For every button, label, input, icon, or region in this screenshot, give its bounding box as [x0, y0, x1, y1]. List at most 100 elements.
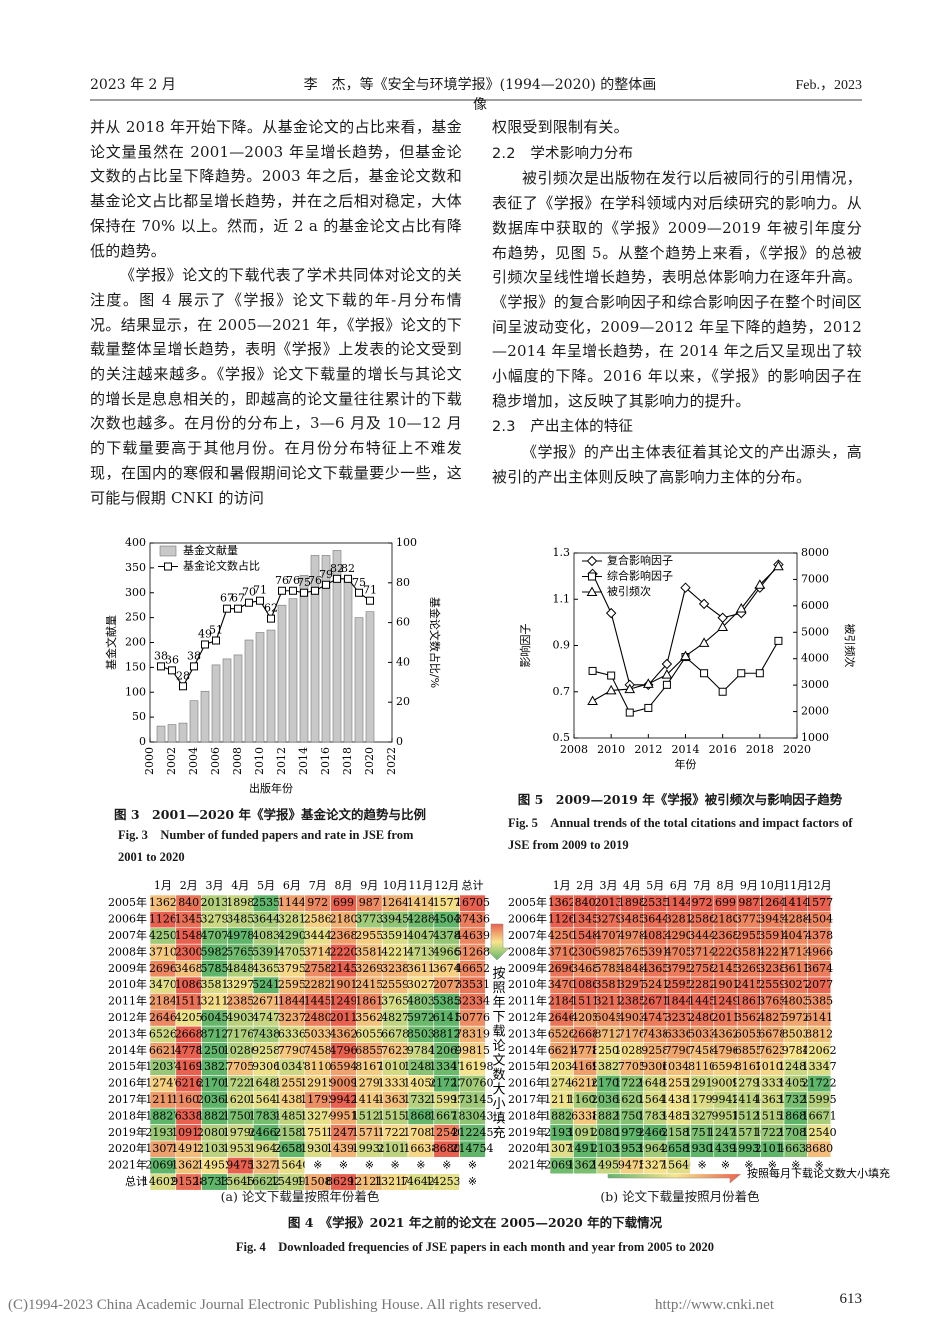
cell-value: 4288 [782, 913, 810, 926]
cell-value: 4378 [805, 929, 833, 942]
cell-value: 21582 [274, 1126, 309, 1139]
row-header: 2015年 [108, 1059, 147, 1073]
data-label: 76 [286, 574, 300, 587]
cell-value: 7705 [226, 1060, 254, 1073]
row-header: 2009年 [108, 961, 147, 975]
cell-value: 4221 [758, 945, 786, 958]
cell-value: 9475 [226, 1159, 254, 1172]
cell-value: 91528 [171, 1175, 206, 1188]
marker [642, 678, 654, 688]
row-header: 2019年 [508, 1125, 547, 1139]
marker [773, 560, 784, 571]
cell-value: 12796 [352, 1077, 387, 1090]
cell-value: 9951 [712, 1109, 740, 1122]
cell-value: 9009 [330, 1077, 358, 1090]
cell-value: 4966 [433, 945, 461, 958]
cell-value: 17322 [778, 1093, 813, 1106]
cell-value: 3710 [548, 945, 576, 958]
cell-value: 10105 [755, 1060, 790, 1073]
cell-value: 15995 [802, 1093, 837, 1106]
cell-value: 3281 [278, 913, 306, 926]
cell-value: 2077 [433, 978, 461, 991]
cell-value: 3444 [688, 929, 716, 942]
cell-value: 24664 [249, 1126, 284, 1139]
cell-value: 5391 [641, 945, 669, 958]
y-tick-label: 200 [125, 636, 146, 649]
cell-value: 13275 [638, 1159, 673, 1172]
cell-value: 12915 [685, 1077, 720, 1090]
column-header: 12月 [807, 879, 832, 892]
cell-value: 1445 [688, 995, 716, 1008]
column-header: 10月 [383, 879, 408, 892]
cell-value: 2671 [252, 995, 280, 1008]
y2-tick-label: 8000 [801, 546, 829, 559]
cell-value: 12747 [544, 1077, 579, 1090]
cell-value: ※ [468, 1175, 477, 1188]
cell-value: 21034 [197, 1142, 232, 1155]
cell-value: 6526 [149, 1027, 177, 1040]
cell-value: 15152 [378, 1109, 413, 1122]
bar [321, 555, 331, 743]
cell-value: 3468 [571, 962, 599, 975]
cell-value: 21582 [661, 1126, 696, 1139]
legend-label: 复合影响因子 [607, 553, 673, 567]
cell-value: 13347 [429, 1060, 464, 1073]
cell-value: 6594 [330, 1060, 358, 1073]
cell-value: 2955 [355, 929, 383, 942]
x-tick-label: 2010 [597, 743, 625, 756]
cell-value: 86292 [326, 1175, 361, 1188]
cell-value: 4978 [226, 929, 254, 942]
marker [588, 666, 597, 675]
cell-value: 116198 [452, 1060, 494, 1073]
y-tick-label: 300 [125, 586, 146, 599]
cell-value: 2145 [712, 962, 740, 975]
cell-value: 19938 [352, 1142, 387, 1155]
cell-value: 13633 [755, 1093, 790, 1106]
cell-value: 12471 [326, 1126, 361, 1139]
cell-value: 840 [178, 896, 199, 909]
bar [354, 617, 364, 743]
cell-value: 4778 [571, 1044, 599, 1057]
cell-value: 4205 [571, 1011, 599, 1024]
cell-value: ※ [313, 1159, 322, 1172]
footer-url: http://www.cnki.net [655, 1297, 775, 1313]
x-tick-label: 2018 [341, 747, 354, 775]
cell-value: 3710 [149, 945, 177, 958]
column-header: 12月 [434, 879, 459, 892]
cell-value: 12796 [731, 1077, 766, 1090]
cell-value: 17508 [614, 1109, 649, 1122]
cell-value: 15152 [755, 1109, 790, 1122]
cell-value: 1345 [175, 913, 203, 926]
cell-value: 12553 [274, 1077, 309, 1090]
cell-value: 3611 [407, 962, 435, 975]
cell-value: 13823 [197, 1060, 232, 1073]
cell-value: 7176 [618, 1027, 646, 1040]
marker [223, 604, 231, 613]
cell-value: 8503 [782, 1027, 810, 1040]
column-header: 3月 [206, 879, 224, 892]
column-header: 5月 [257, 879, 275, 892]
cell-value: 8680 [433, 1142, 461, 1155]
cell-value: 6216 [175, 1077, 203, 1090]
cell-value: 2758 [304, 962, 332, 975]
cell-value: 3269 [355, 962, 383, 975]
cell-value: ※ [814, 1159, 823, 1172]
cell-value: 1414 [782, 896, 810, 909]
cell-value: 2696 [548, 962, 576, 975]
figure-caption-en: Fig. 3 Number of funded papers and rate … [118, 828, 414, 864]
cell-value: 9009 [712, 1077, 740, 1090]
cell-value: 3773 [735, 913, 763, 926]
cell-value: 8167 [735, 1060, 763, 1073]
cell-value: ※ [339, 1159, 348, 1172]
cell-value: 5033 [304, 1027, 332, 1040]
row-header: 2017年 [508, 1092, 547, 1106]
cell-value: 6336 [665, 1027, 693, 1040]
cell-value: 3470 [149, 978, 177, 991]
cell-value: 3211 [201, 995, 229, 1008]
cell-value: 13079 [544, 1142, 579, 1155]
cell-value: 12540 [802, 1126, 837, 1139]
cell-value: 21722 [429, 1077, 464, 1090]
cell-value: 4290 [665, 929, 693, 942]
marker [717, 621, 729, 631]
cell-value: 21937 [145, 1126, 180, 1139]
